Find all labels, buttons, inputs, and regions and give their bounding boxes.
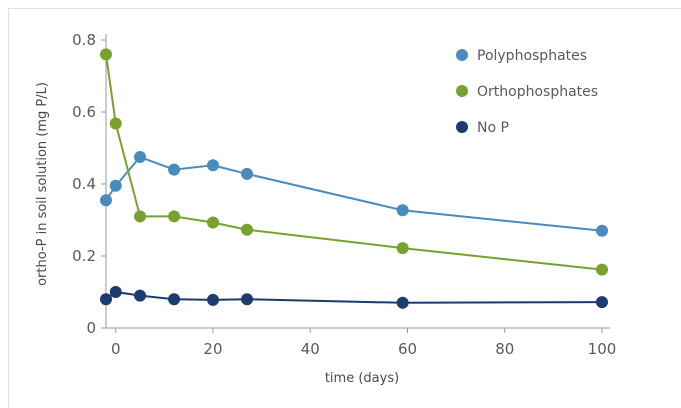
x-tick-label: 40	[301, 340, 320, 358]
data-point-no-p	[596, 296, 608, 309]
data-point-orthophosphates	[168, 210, 181, 223]
data-point-no-p	[206, 293, 219, 306]
data-point-orthophosphates	[596, 263, 608, 276]
data-point-polyphosphates	[396, 204, 409, 217]
data-point-polyphosphates	[206, 159, 219, 172]
legend-marker	[456, 85, 468, 97]
y-axis-title: ortho-P in soil solution (mg P/L)	[35, 82, 50, 286]
data-point-no-p	[396, 296, 409, 309]
data-point-orthophosphates	[206, 216, 219, 229]
data-point-polyphosphates	[596, 224, 608, 237]
legend-marker	[456, 49, 468, 61]
x-tick-label: 100	[588, 340, 617, 358]
data-point-polyphosphates	[241, 167, 254, 180]
x-tick-label: 20	[203, 340, 222, 358]
legend: Polyphosphates Orthophosphates No P	[456, 48, 598, 136]
series-polyphosphates	[100, 151, 608, 237]
data-point-polyphosphates	[100, 194, 112, 207]
x-axis-ticks: 0 20 40 60 80 100	[111, 328, 616, 358]
line-chart: 0 20 40 60 80 100 0 0.2 0.4 0.6 0.8 time (days) o…	[35, 31, 616, 386]
data-point-orthophosphates	[241, 223, 254, 236]
data-point-orthophosphates	[109, 117, 122, 130]
series-layer	[100, 48, 608, 309]
series-line-polyphosphates	[105, 155, 603, 232]
data-point-orthophosphates	[100, 48, 112, 61]
data-point-no-p	[241, 293, 254, 306]
series-orthophosphates	[100, 48, 608, 276]
series-line-orthophosphates	[105, 54, 603, 271]
data-point-polyphosphates	[109, 179, 122, 192]
data-point-no-p	[168, 293, 181, 306]
legend-item-no-p: No P	[456, 120, 509, 136]
series-line-no-p	[105, 290, 603, 304]
y-tick-label: 0.6	[72, 103, 96, 121]
legend-label: No P	[477, 120, 509, 136]
x-axis-title: time (days)	[325, 371, 399, 386]
data-point-no-p	[100, 293, 112, 306]
legend-label: Orthophosphates	[477, 84, 598, 100]
legend-item-orthophosphates: Orthophosphates	[456, 84, 598, 100]
data-point-polyphosphates	[168, 163, 181, 176]
y-tick-label: 0.2	[72, 247, 96, 265]
y-tick-label: 0	[86, 319, 96, 337]
axes	[105, 34, 610, 329]
legend-label: Polyphosphates	[477, 48, 587, 64]
data-point-no-p	[109, 286, 122, 298]
x-tick-label: 0	[111, 340, 121, 358]
data-point-no-p	[134, 289, 147, 302]
y-tick-label: 0.4	[72, 175, 96, 193]
y-tick-label: 0.8	[72, 31, 96, 49]
y-axis-ticks: 0 0.2 0.4 0.6 0.8	[72, 31, 106, 337]
series-no-p	[100, 286, 608, 309]
data-point-orthophosphates	[396, 242, 409, 255]
legend-item-polyphosphates: Polyphosphates	[456, 48, 587, 64]
chart-frame	[8, 8, 681, 408]
data-point-polyphosphates	[134, 151, 147, 163]
x-tick-label: 80	[495, 340, 514, 358]
x-tick-label: 60	[398, 340, 417, 358]
legend-marker	[456, 121, 468, 133]
data-point-orthophosphates	[134, 210, 147, 223]
